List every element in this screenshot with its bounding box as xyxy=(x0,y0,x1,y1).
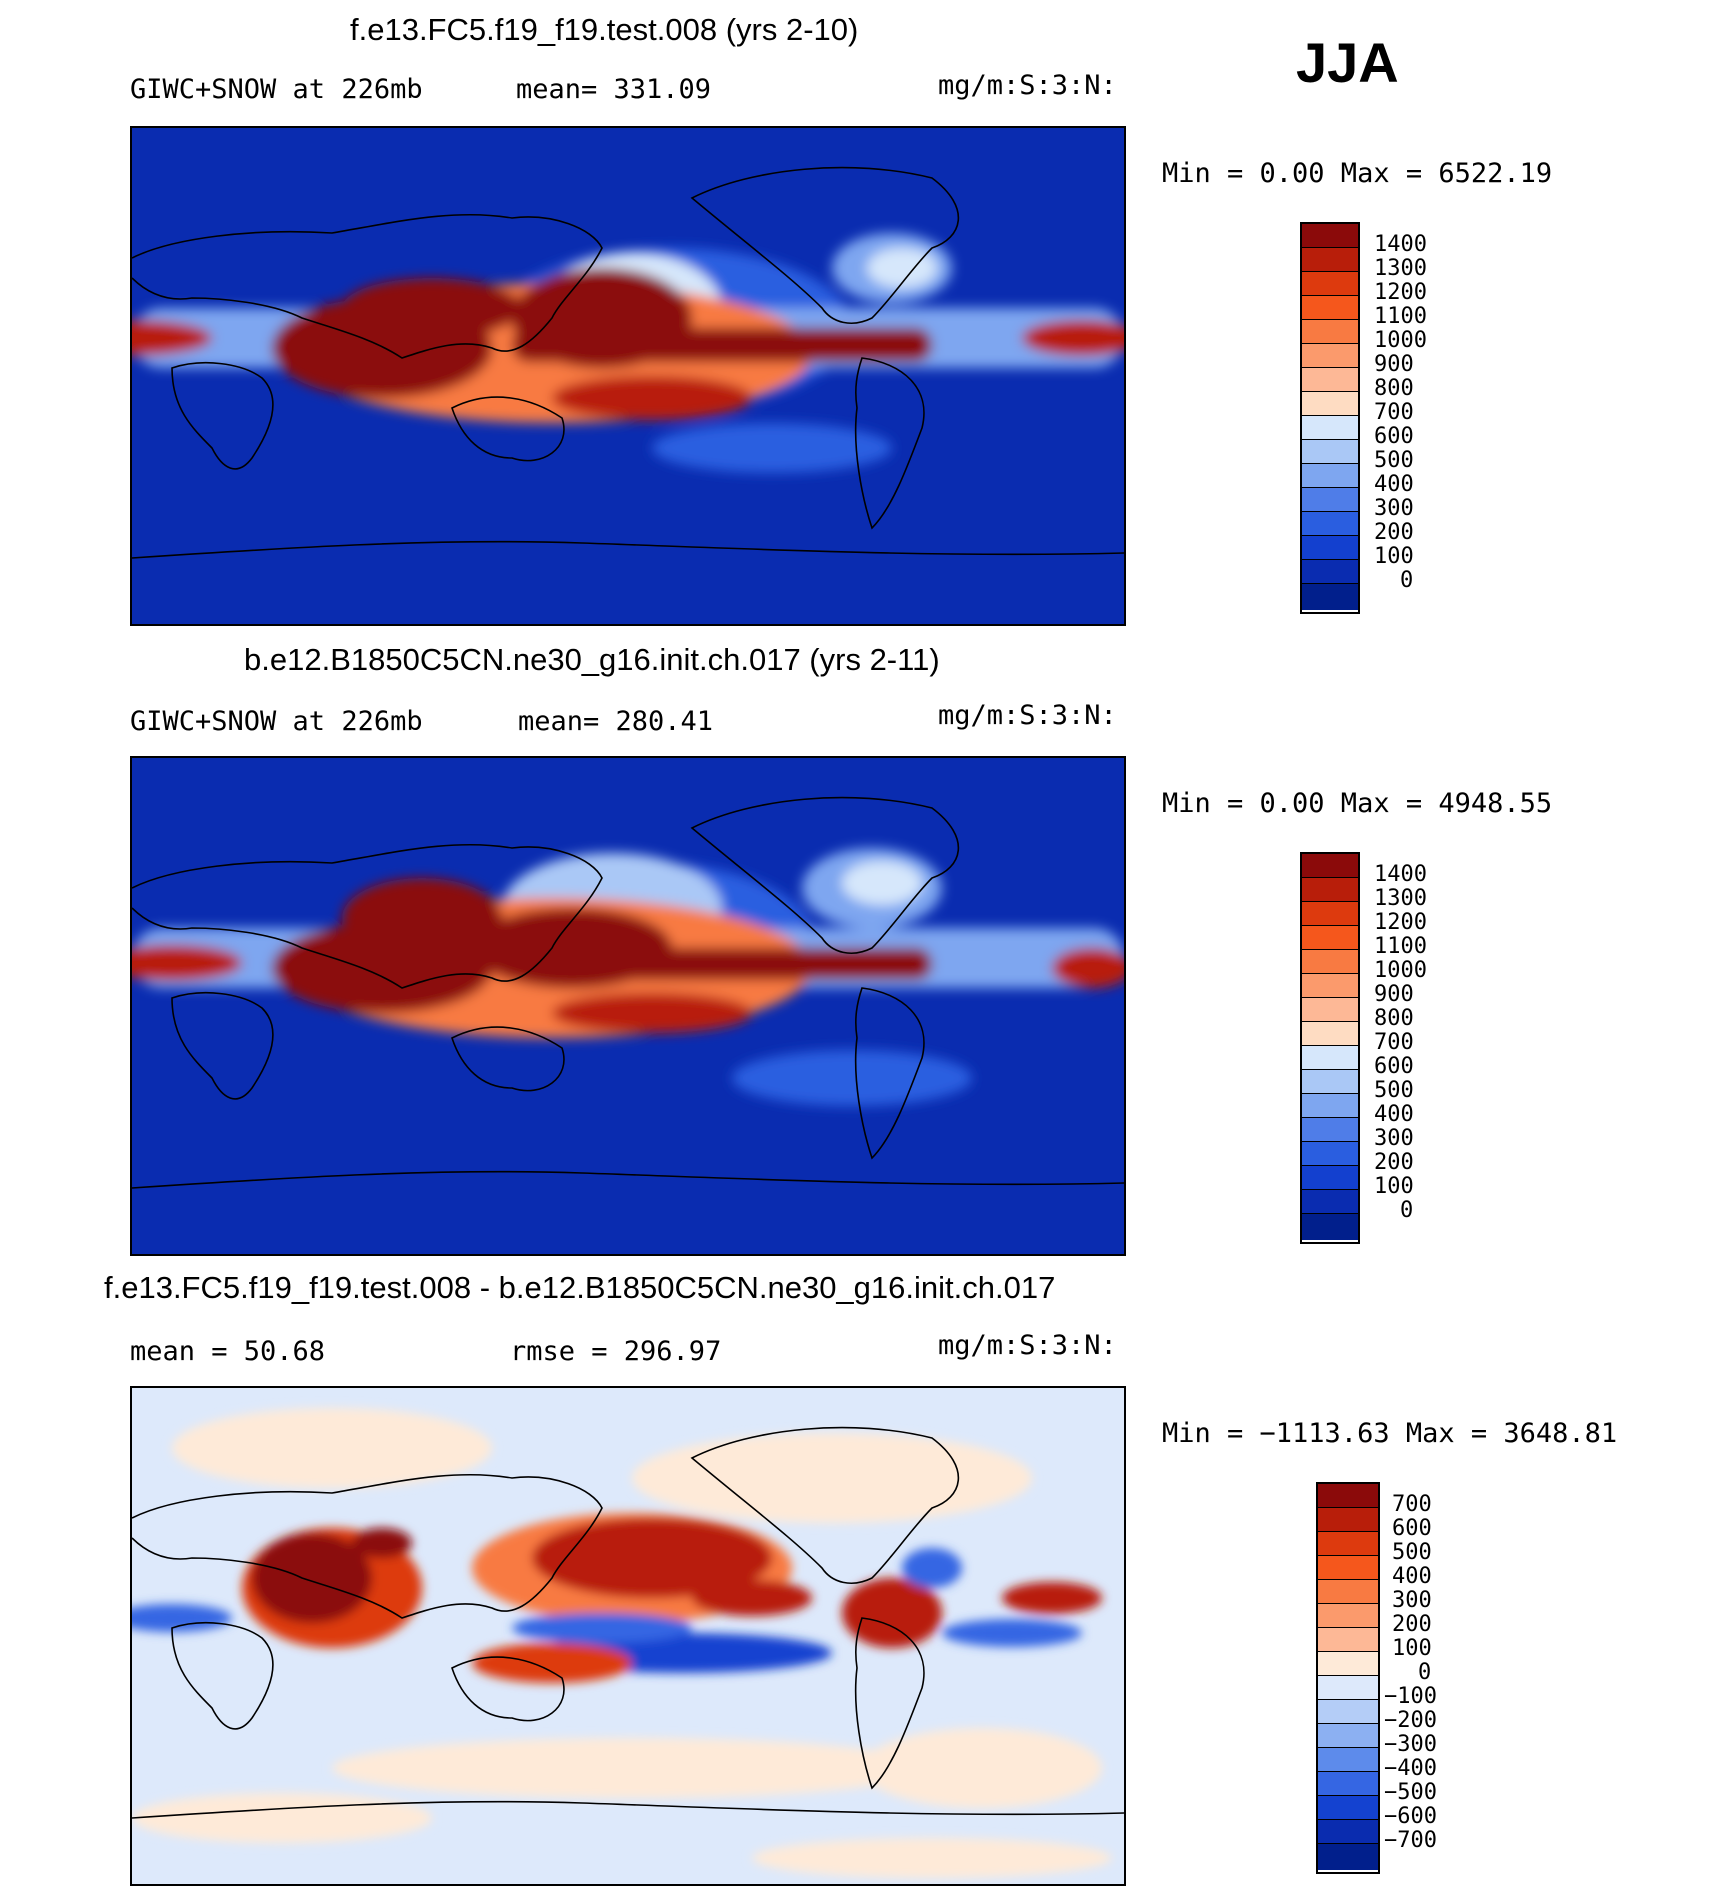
panel2-colorbar-tick-label: 400 xyxy=(1374,1102,1414,1127)
panel3-colorbar-tick-label: 600 xyxy=(1392,1516,1432,1541)
panel1-colorbar-tick-label: 100 xyxy=(1374,544,1414,569)
panel1-colorbar-tick-label: 300 xyxy=(1374,496,1414,521)
panel1-colorbar-tick-label: 500 xyxy=(1374,448,1414,473)
panel2-colorbar-tick-label: 1200 xyxy=(1374,910,1427,935)
panel1-mean-label: mean= 331.09 xyxy=(516,74,712,105)
panel3-colorbar-tick-label: 300 xyxy=(1392,1588,1432,1613)
panel2-colorbar-tick-label: 1400 xyxy=(1374,862,1427,887)
panel3-colorbar-tick-label: 400 xyxy=(1392,1564,1432,1589)
panel1-colorbar-tick-label: 1400 xyxy=(1374,232,1427,257)
panel3-colorbar-tick-label: 100 xyxy=(1392,1636,1432,1661)
panel2-colorbar-tick-label: 200 xyxy=(1374,1150,1414,1175)
panel3-colorbar-tick-label: −500 xyxy=(1384,1780,1437,1805)
panel3-rmse-label: rmse = 296.97 xyxy=(510,1336,722,1367)
panel1-colorbar-tick-label: 1300 xyxy=(1374,256,1427,281)
panel2-map xyxy=(130,756,1126,1256)
panel2-colorbar-tick-label: 1300 xyxy=(1374,886,1427,911)
panel1-colorbar-tick-label: 600 xyxy=(1374,424,1414,449)
panel3-colorbar-tick-label: −600 xyxy=(1384,1804,1437,1829)
panel2-colorbar-tick-label: 900 xyxy=(1374,982,1414,1007)
panel3-colorbar-tick-label: 200 xyxy=(1392,1612,1432,1637)
panel1-colorbar-tick-label: 700 xyxy=(1374,400,1414,425)
panel2-colorbar-tick-label: 100 xyxy=(1374,1174,1414,1199)
panel1-colorbar xyxy=(1300,222,1360,614)
panel1-minmax-label: Min = 0.00 Max = 6522.19 xyxy=(1162,158,1553,189)
panel2-colorbar-tick-label: 800 xyxy=(1374,1006,1414,1031)
panel2-colorbar-tick-label: 1100 xyxy=(1374,934,1427,959)
panel2-colorbar-tick-label: 0 xyxy=(1400,1198,1414,1223)
panel2-colorbar-tick-label: 500 xyxy=(1374,1078,1414,1103)
panel2-colorbar-tick-label: 1000 xyxy=(1374,958,1427,983)
panel3-colorbar-tick-label: 700 xyxy=(1392,1492,1432,1517)
panel1-units-label: mg/m:S:3:N: xyxy=(938,70,1117,101)
panel3-mean-label: mean = 50.68 xyxy=(130,1336,326,1367)
panel2-colorbar-tick-label: 300 xyxy=(1374,1126,1414,1151)
panel1-map xyxy=(130,126,1126,626)
panel2-mean-label: mean= 280.41 xyxy=(518,706,714,737)
panel1-colorbar-tick-label: 800 xyxy=(1374,376,1414,401)
panel3-minmax-label: Min = −1113.63 Max = 3648.81 xyxy=(1162,1418,1618,1449)
panel3-colorbar-tick-label: −100 xyxy=(1384,1684,1437,1709)
season-label: JJA xyxy=(1296,31,1399,94)
panel1-colorbar-tick-label: 1100 xyxy=(1374,304,1427,329)
panel3-colorbar-tick-label: −300 xyxy=(1384,1732,1437,1757)
panel3-map xyxy=(130,1386,1126,1886)
panel3-colorbar-tick-label: −200 xyxy=(1384,1708,1437,1733)
panel3-colorbar-tick-label: −700 xyxy=(1384,1828,1437,1853)
panel1-variable-label: GIWC+SNOW at 226mb xyxy=(130,74,423,105)
panel1-colorbar-tick-label: 200 xyxy=(1374,520,1414,545)
panel1-colorbar-tick-label: 1000 xyxy=(1374,328,1427,353)
panel2-minmax-label: Min = 0.00 Max = 4948.55 xyxy=(1162,788,1553,819)
panel2-units-label: mg/m:S:3:N: xyxy=(938,700,1117,731)
panel2-colorbar-tick-label: 600 xyxy=(1374,1054,1414,1079)
panel2-colorbar xyxy=(1300,852,1360,1244)
panel3-title: f.e13.FC5.f19_f19.test.008 - b.e12.B1850… xyxy=(104,1270,1056,1305)
panel1-title: f.e13.FC5.f19_f19.test.008 (yrs 2-10) xyxy=(350,12,859,47)
panel1-colorbar-tick-label: 900 xyxy=(1374,352,1414,377)
panel3-colorbar-tick-label: −400 xyxy=(1384,1756,1437,1781)
panel1-colorbar-tick-label: 1200 xyxy=(1374,280,1427,305)
panel1-colorbar-tick-label: 400 xyxy=(1374,472,1414,497)
panel2-title: b.e12.B1850C5CN.ne30_g16.init.ch.017 (yr… xyxy=(244,642,940,677)
panel2-colorbar-tick-label: 700 xyxy=(1374,1030,1414,1055)
panel3-units-label: mg/m:S:3:N: xyxy=(938,1330,1117,1361)
panel1-colorbar-tick-label: 0 xyxy=(1400,568,1414,593)
panel3-colorbar xyxy=(1316,1482,1380,1874)
panel3-colorbar-tick-label: 500 xyxy=(1392,1540,1432,1565)
panel2-variable-label: GIWC+SNOW at 226mb xyxy=(130,706,423,737)
panel3-colorbar-tick-label: 0 xyxy=(1418,1660,1432,1685)
